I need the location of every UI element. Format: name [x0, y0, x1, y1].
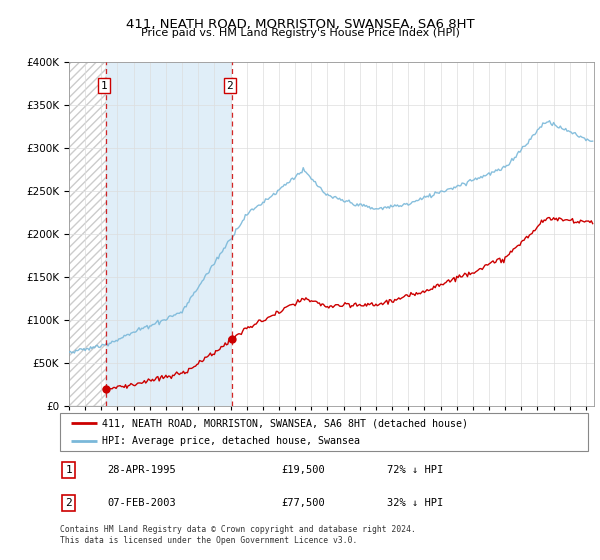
Text: 1: 1 [65, 465, 72, 475]
Text: £77,500: £77,500 [282, 498, 326, 508]
Text: £19,500: £19,500 [282, 465, 326, 475]
Text: 2: 2 [65, 498, 72, 508]
Text: Price paid vs. HM Land Registry's House Price Index (HPI): Price paid vs. HM Land Registry's House … [140, 28, 460, 38]
Text: 07-FEB-2003: 07-FEB-2003 [107, 498, 176, 508]
Bar [106, 62, 232, 406]
Text: 411, NEATH ROAD, MORRISTON, SWANSEA, SA6 8HT: 411, NEATH ROAD, MORRISTON, SWANSEA, SA6… [125, 18, 475, 31]
Text: 72% ↓ HPI: 72% ↓ HPI [388, 465, 443, 475]
Text: 32% ↓ HPI: 32% ↓ HPI [388, 498, 443, 508]
Text: 28-APR-1995: 28-APR-1995 [107, 465, 176, 475]
Text: 2: 2 [226, 81, 233, 91]
Text: HPI: Average price, detached house, Swansea: HPI: Average price, detached house, Swan… [102, 436, 360, 446]
Text: 1: 1 [101, 81, 107, 91]
Text: Contains HM Land Registry data © Crown copyright and database right 2024.
This d: Contains HM Land Registry data © Crown c… [60, 525, 416, 545]
FancyBboxPatch shape [60, 413, 588, 451]
Text: 411, NEATH ROAD, MORRISTON, SWANSEA, SA6 8HT (detached house): 411, NEATH ROAD, MORRISTON, SWANSEA, SA6… [102, 418, 468, 428]
